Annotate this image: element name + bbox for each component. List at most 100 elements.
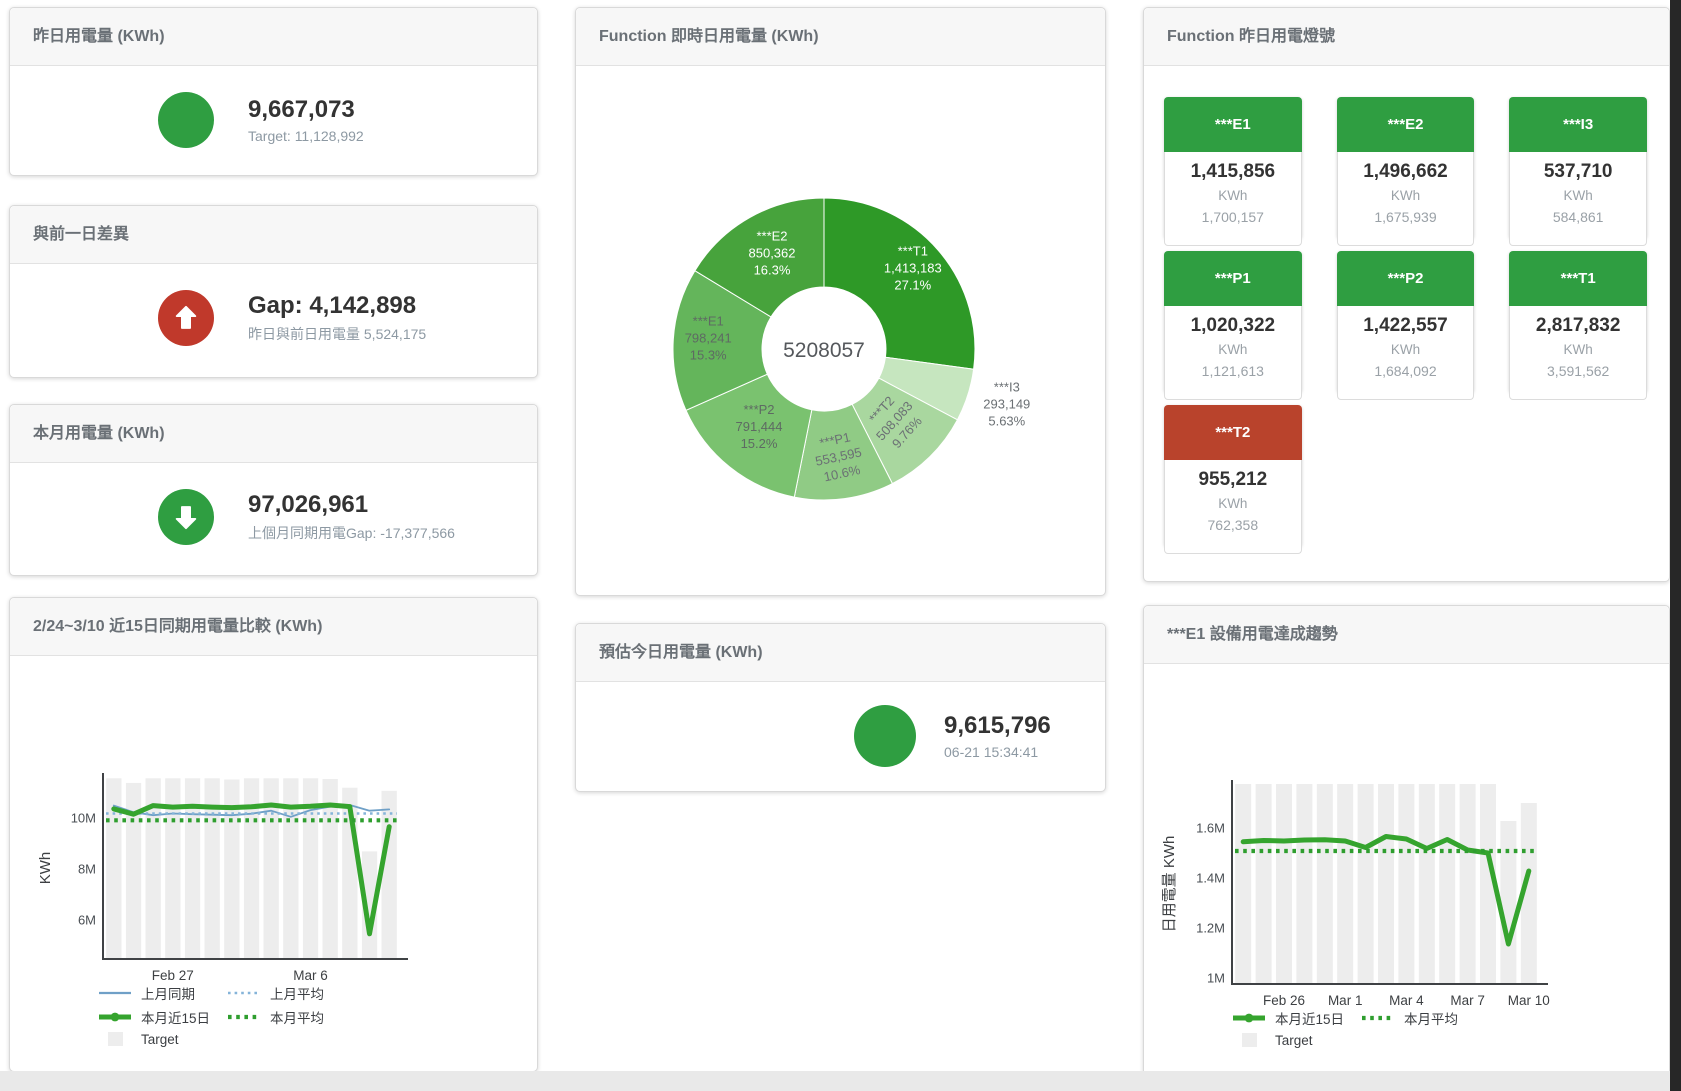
- donut-slice: [823, 197, 976, 370]
- tile-target-value: 1,684,092: [1374, 363, 1437, 379]
- target-bar: [1255, 784, 1272, 983]
- stat-value: 97,026,961: [248, 491, 369, 519]
- target-bar: [1378, 784, 1394, 983]
- legend-label: Target: [141, 1031, 179, 1047]
- tile-unit: KWh: [1563, 188, 1593, 203]
- legend-label: 上月平均: [270, 987, 324, 1002]
- tile-target-value: 1,121,613: [1201, 363, 1264, 379]
- donut-center-total: 5208057: [783, 339, 865, 362]
- panel-compare-chart: 2/24~3/10 近15日同期用電量比較 (KWh) 6M 8M 10M Feb 2…: [9, 597, 538, 1072]
- scrollbar[interactable]: [1670, 0, 1681, 1091]
- tile-body: 1,415,856 KWh 1,700,157: [1164, 152, 1302, 246]
- status-tile: ***P2 1,422,557 KWh 1,684,092: [1336, 251, 1475, 400]
- donut-slice-label: ***I3 293,149 5.63%: [983, 380, 1030, 429]
- target-bar: [1520, 803, 1537, 983]
- target-bar: [224, 779, 240, 958]
- target-bar: [1296, 784, 1313, 983]
- stat-subtext: 昨日與前日用電量 5,524,175: [248, 325, 427, 342]
- panel-title: 2/24~3/10 近15日同期用電量比較 (KWh): [10, 598, 537, 656]
- y-tick-label: 1M: [1207, 971, 1225, 986]
- y-tick-label: 1.2M: [1196, 921, 1225, 936]
- tile-value: 955,212: [1198, 469, 1268, 490]
- status-tile: ***E1 1,415,856 KWh 1,700,157: [1164, 97, 1302, 246]
- target-bar: [125, 782, 142, 958]
- status-circle-green: [158, 92, 214, 148]
- tile-status-header: ***P1: [1164, 251, 1302, 306]
- legend-label: 本月平均: [270, 1011, 324, 1026]
- tile-body: 537,710 KWh 584,861: [1509, 152, 1647, 246]
- legend-item[interactable]: 本月平均: [227, 1007, 356, 1027]
- legend-item[interactable]: Target: [98, 1031, 227, 1047]
- panel-month-usage: 本月用電量 (KWh) 97,026,961 上個月同期用電Gap: -17,3…: [9, 404, 538, 576]
- stat-timestamp: 06-21 15:34:41: [944, 743, 1039, 760]
- legend-label: 上月同期: [141, 987, 195, 1002]
- series-line: [111, 802, 392, 937]
- legend-label: Target: [1275, 1032, 1313, 1048]
- legend-swatch-box: [108, 1032, 123, 1046]
- y-axis-title: KWh: [37, 852, 54, 885]
- x-tick-label: Mar 1: [1328, 993, 1363, 1008]
- target-bar: [204, 778, 220, 958]
- y-tick-label: 8M: [78, 861, 96, 876]
- legend-swatch-dotted: [228, 991, 260, 995]
- legend-item[interactable]: 本月近15日: [98, 1007, 227, 1027]
- target-bar: [263, 778, 279, 958]
- tile-value: 1,422,557: [1363, 315, 1448, 336]
- target-bar: [243, 778, 260, 958]
- status-circle-green: [854, 705, 916, 767]
- target-bar: [106, 778, 122, 958]
- legend-swatch-dotted: [228, 1014, 260, 1020]
- tile-unit: KWh: [1390, 188, 1421, 203]
- x-tick-label: Feb 26: [1263, 993, 1305, 1008]
- legend-item[interactable]: 本月近15日: [1232, 1008, 1361, 1028]
- target-bar: [1439, 784, 1456, 983]
- tile-status-header: ***P2: [1336, 251, 1475, 306]
- panel-yesterday-usage: 昨日用電量 (KWh) 9,667,073 Target: 11,128,992: [9, 7, 538, 176]
- donut-slice-label: ***T1 1,413,183 27.1%: [884, 243, 942, 292]
- status-tile: ***P1 1,020,322 KWh 1,121,613: [1164, 251, 1302, 400]
- donut-slice-label: ***E2 850,362 16.3%: [749, 229, 796, 278]
- target-bar: [165, 778, 181, 958]
- legend-swatch-dotted: [1362, 1015, 1394, 1021]
- tile-value: 1,020,322: [1190, 315, 1276, 336]
- legend-label: 本月近15日: [1275, 1012, 1345, 1027]
- tile-target-value: 584,861: [1552, 209, 1604, 225]
- legend-item[interactable]: 上月同期: [98, 983, 227, 1003]
- x-tick-label: Feb 27: [152, 968, 194, 983]
- target-bar: [145, 778, 161, 958]
- panel-title: Function 即時日用電量 (KWh): [576, 8, 1105, 66]
- chart-legend: 上月同期 上月平均本月近15日 本月平均 Target: [98, 983, 356, 1047]
- chart-legend: 本月近15日 本月平均 Target: [1232, 1008, 1490, 1048]
- tile-status-header: ***E1: [1164, 97, 1302, 152]
- x-tick-label: Mar 4: [1389, 993, 1424, 1008]
- tile-target-value: 762,358: [1207, 517, 1259, 533]
- panel-forecast-today: 預估今日用電量 (KWh) 9,615,796 06-21 15:34:41: [575, 623, 1106, 792]
- donut-slice: [694, 197, 825, 318]
- target-bar: [322, 779, 338, 958]
- legend-item[interactable]: Target: [1232, 1032, 1361, 1048]
- legend-item[interactable]: 上月平均: [227, 983, 356, 1003]
- xy-chart: 6M 8M 10M Feb 27 Mar 6 KWh: [37, 773, 408, 983]
- x-tick-label: Mar 10: [1508, 993, 1550, 1008]
- stat-subtext: Target: 11,128,992: [248, 127, 364, 144]
- panel-realtime-donut: Function 即時日用電量 (KWh) ***T1 1,413,183 27.1…: [575, 7, 1106, 596]
- arrow-up-icon: [175, 305, 197, 329]
- legend-label: 本月平均: [1404, 1012, 1458, 1027]
- legend-swatch-line: [99, 1012, 131, 1022]
- y-axis-title: 日用電量 KWh: [1161, 836, 1178, 933]
- tile-value: 1,415,856: [1190, 161, 1276, 182]
- legend-swatch-line: [1233, 1013, 1265, 1023]
- tile-body: 1,422,557 KWh 1,684,092: [1336, 306, 1475, 400]
- tile-body: 955,212 KWh 762,358: [1164, 460, 1302, 554]
- tile-body: 1,496,662 KWh 1,675,939: [1336, 152, 1475, 246]
- arrow-down-icon: [175, 506, 197, 530]
- stat-subtext: 上個月同期用電Gap: -17,377,566: [248, 524, 455, 541]
- tile-body: 1,020,322 KWh 1,121,613: [1164, 306, 1302, 400]
- donut-chart: ***T1 1,413,183 27.1%***I3 293,149 5.63%***T…: [672, 197, 1030, 501]
- stat-value: 9,667,073: [248, 96, 355, 124]
- tile-value: 2,817,832: [1535, 315, 1621, 336]
- legend-item[interactable]: 本月平均: [1361, 1008, 1490, 1028]
- y-tick-label: 6M: [78, 912, 96, 927]
- x-tick-label: Mar 6: [293, 968, 328, 983]
